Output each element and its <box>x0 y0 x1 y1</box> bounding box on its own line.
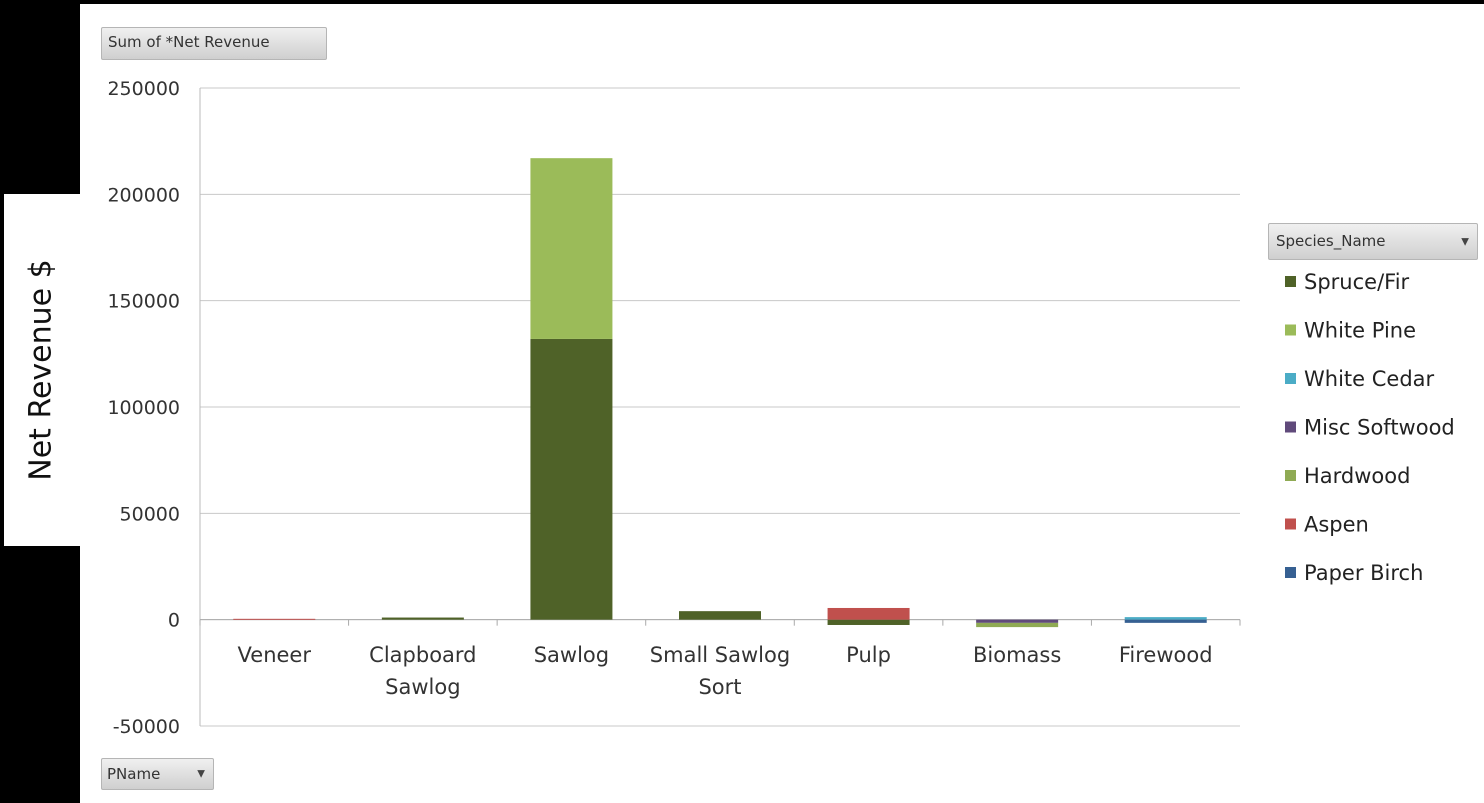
x-tick-label: Sawlog <box>385 675 460 699</box>
x-tick-label: Small Sawlog <box>650 643 790 667</box>
x-tick-label: Pulp <box>846 643 891 667</box>
legend-swatch <box>1285 421 1296 433</box>
legend-label: Paper Birch <box>1304 561 1423 585</box>
legend-label: White Cedar <box>1304 367 1435 391</box>
bar-segment <box>1124 619 1207 623</box>
value-field-button[interactable]: Sum of *Net Revenue <box>101 27 327 60</box>
chevron-down-icon: ▼ <box>197 768 205 780</box>
legend-label: Spruce/Fir <box>1304 270 1410 294</box>
pname-filter-button[interactable]: PName ▼ <box>101 758 214 790</box>
y-tick-label: 250000 <box>107 78 180 100</box>
y-tick-label: 200000 <box>107 184 180 206</box>
y-tick-label: 150000 <box>107 291 180 313</box>
y-tick-label: 50000 <box>120 503 180 525</box>
y-tick-label: 100000 <box>107 397 180 419</box>
x-tick-label: Firewood <box>1119 643 1213 667</box>
bar-segment <box>679 611 761 620</box>
legend-label: Misc Softwood <box>1304 416 1455 440</box>
legend-swatch <box>1285 276 1296 287</box>
x-tick-label: Sawlog <box>534 643 609 667</box>
bar-segment <box>381 617 464 620</box>
legend-label: Aspen <box>1304 513 1369 537</box>
legend-label: Hardwood <box>1304 464 1410 488</box>
legend-swatch <box>1285 567 1296 578</box>
bar-segment <box>827 619 910 625</box>
legend-swatch <box>1285 518 1296 530</box>
chevron-down-icon: ▼ <box>1461 236 1469 247</box>
legend-label: White Pine <box>1304 319 1416 343</box>
y-tick-label: 0 <box>168 610 180 632</box>
x-tick-label: Biomass <box>973 643 1061 667</box>
y-tick-label: -50000 <box>113 716 180 738</box>
bar-segment <box>530 338 613 620</box>
bar-segment <box>530 158 613 339</box>
bar-segment <box>1124 617 1207 620</box>
pname-filter-label: PName <box>107 765 161 783</box>
chart-panel <box>80 4 1484 803</box>
species-filter-label: Species_Name <box>1276 232 1386 250</box>
x-tick-label: Clapboard <box>369 643 476 667</box>
bar-segment <box>827 607 910 620</box>
x-tick-label: Veneer <box>238 643 312 667</box>
legend-swatch <box>1285 373 1296 384</box>
legend-swatch <box>1285 324 1296 336</box>
bar-segment <box>976 619 1059 623</box>
bar-segment <box>976 622 1059 628</box>
x-tick-label: Sort <box>698 675 741 699</box>
species-filter-button[interactable]: Species_Name ▼ <box>1268 223 1478 260</box>
legend-swatch <box>1285 470 1296 481</box>
bar-segment <box>233 618 316 620</box>
axis-title-box <box>4 194 82 546</box>
